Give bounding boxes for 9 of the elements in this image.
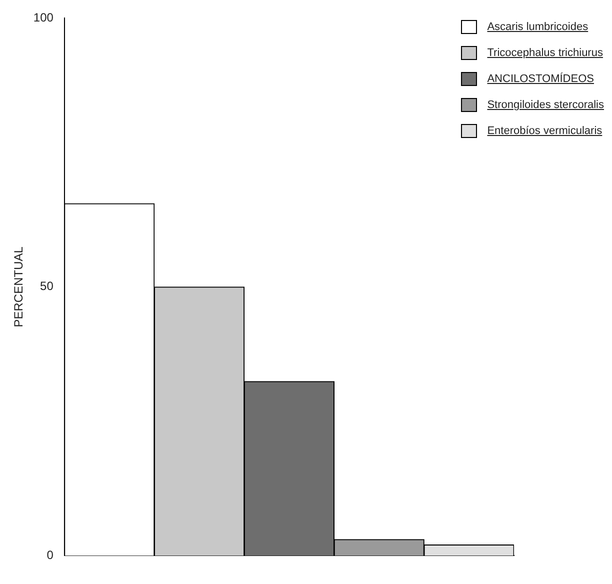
y-tick-label: 50 — [40, 279, 54, 294]
y-axis-title: PERCENTUAL — [12, 246, 26, 328]
y-tick-label: 100 — [33, 10, 54, 25]
legend-label: Tricocephalus trichiurus — [487, 47, 603, 59]
text: Ascaris lumbricoides — [487, 21, 588, 33]
y-tick-label: 0 — [46, 548, 54, 562]
legend-label: ANCILOSTOMÍDEOS — [487, 73, 594, 85]
legend-label: Strongiloides stercoralis — [487, 99, 604, 111]
legend-label: Enterobíos vermicularis — [487, 125, 602, 137]
